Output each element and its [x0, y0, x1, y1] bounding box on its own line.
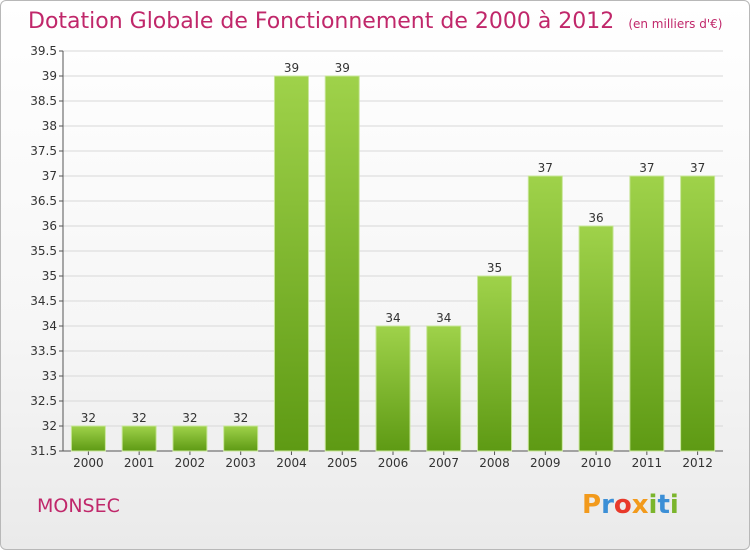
bar — [477, 275, 513, 452]
y-tick-label: 38.5 — [30, 94, 57, 108]
x-tick-label: 2005 — [327, 456, 358, 470]
bar — [578, 225, 614, 452]
y-tick-label: 33.5 — [30, 344, 57, 358]
logo-letter: i — [648, 490, 658, 520]
bar — [70, 425, 106, 452]
logo-letter: o — [613, 490, 632, 520]
bar-value-label: 32 — [182, 411, 197, 425]
y-tick-label: 36.5 — [30, 194, 57, 208]
bar-value-label: 32 — [132, 411, 147, 425]
x-tick-label: 2003 — [225, 456, 256, 470]
y-tick-label: 35 — [42, 269, 57, 283]
x-tick-label: 2006 — [378, 456, 409, 470]
bar-value-label: 39 — [284, 61, 299, 75]
bar — [172, 425, 208, 452]
bar — [375, 325, 411, 452]
bar — [629, 175, 665, 452]
x-tick-label: 2007 — [428, 456, 459, 470]
y-tick-labels: 31.5 32 32.5 33 33.5 34 34.5 35 35.5 36 36.5 37 37.5… — [30, 44, 57, 458]
bars — [70, 75, 716, 452]
bar-value-label: 32 — [233, 411, 248, 425]
bar-value-label: 34 — [436, 311, 451, 325]
bar-value-label: 36 — [588, 211, 603, 225]
bar — [223, 425, 259, 452]
bar-value-label: 35 — [487, 261, 502, 275]
logo-letter: x — [631, 490, 649, 520]
x-tick-label: 2008 — [479, 456, 510, 470]
x-tick-label: 2009 — [530, 456, 561, 470]
logo-letter: r — [601, 490, 614, 520]
y-tick-label: 34.5 — [30, 294, 57, 308]
y-tick-label: 32.5 — [30, 394, 57, 408]
x-tick-label: 2011 — [632, 456, 663, 470]
bar — [121, 425, 157, 452]
y-tick-label: 33 — [42, 369, 57, 383]
bar — [324, 75, 360, 452]
bar-value-label: 34 — [385, 311, 400, 325]
y-tick-label: 32 — [42, 419, 57, 433]
x-tick-label: 2012 — [682, 456, 713, 470]
logo-letter: t — [657, 490, 670, 520]
x-tick-label: 2004 — [276, 456, 307, 470]
y-tick-label: 31.5 — [30, 444, 57, 458]
x-tick-labels: 2000 2001 2002 2003 2004 2005 2006 2007 2008 2009… — [73, 456, 713, 470]
y-tick-label: 37 — [42, 169, 57, 183]
logo-letter: P — [582, 490, 602, 520]
y-tick-label: 34 — [42, 319, 57, 333]
y-tick-label: 36 — [42, 219, 57, 233]
chart-title: Dotation Globale de Fonctionnement de 20… — [28, 9, 722, 34]
bar — [426, 325, 462, 452]
bar-value-label: 32 — [81, 411, 96, 425]
y-tick-label: 39.5 — [30, 44, 57, 58]
y-tick-label: 38 — [42, 119, 57, 133]
x-tick-label: 2000 — [73, 456, 104, 470]
chart-title-text: Dotation Globale de Fonctionnement de 20… — [28, 9, 615, 34]
y-tick-label: 35.5 — [30, 244, 57, 258]
logo-letter: i — [669, 490, 679, 520]
place-name: MONSEC — [37, 495, 120, 517]
proxiti-logo: Proxiti — [582, 490, 679, 520]
bar — [273, 75, 309, 452]
bar — [527, 175, 563, 452]
bar-value-label: 37 — [538, 161, 553, 175]
x-tick-label: 2002 — [175, 456, 206, 470]
bar-value-label: 37 — [639, 161, 654, 175]
y-tick-label: 39 — [42, 69, 57, 83]
bar-value-label: 37 — [690, 161, 705, 175]
chart-subtitle: (en milliers d'€) — [628, 17, 723, 31]
y-tick-label: 37.5 — [30, 144, 57, 158]
bar-value-label: 39 — [335, 61, 350, 75]
value-labels: 32 32 32 32 39 39 34 34 35 37 36 37 37 — [81, 61, 706, 425]
x-tick-label: 2001 — [124, 456, 155, 470]
bar — [680, 175, 716, 452]
x-tick-label: 2010 — [581, 456, 612, 470]
